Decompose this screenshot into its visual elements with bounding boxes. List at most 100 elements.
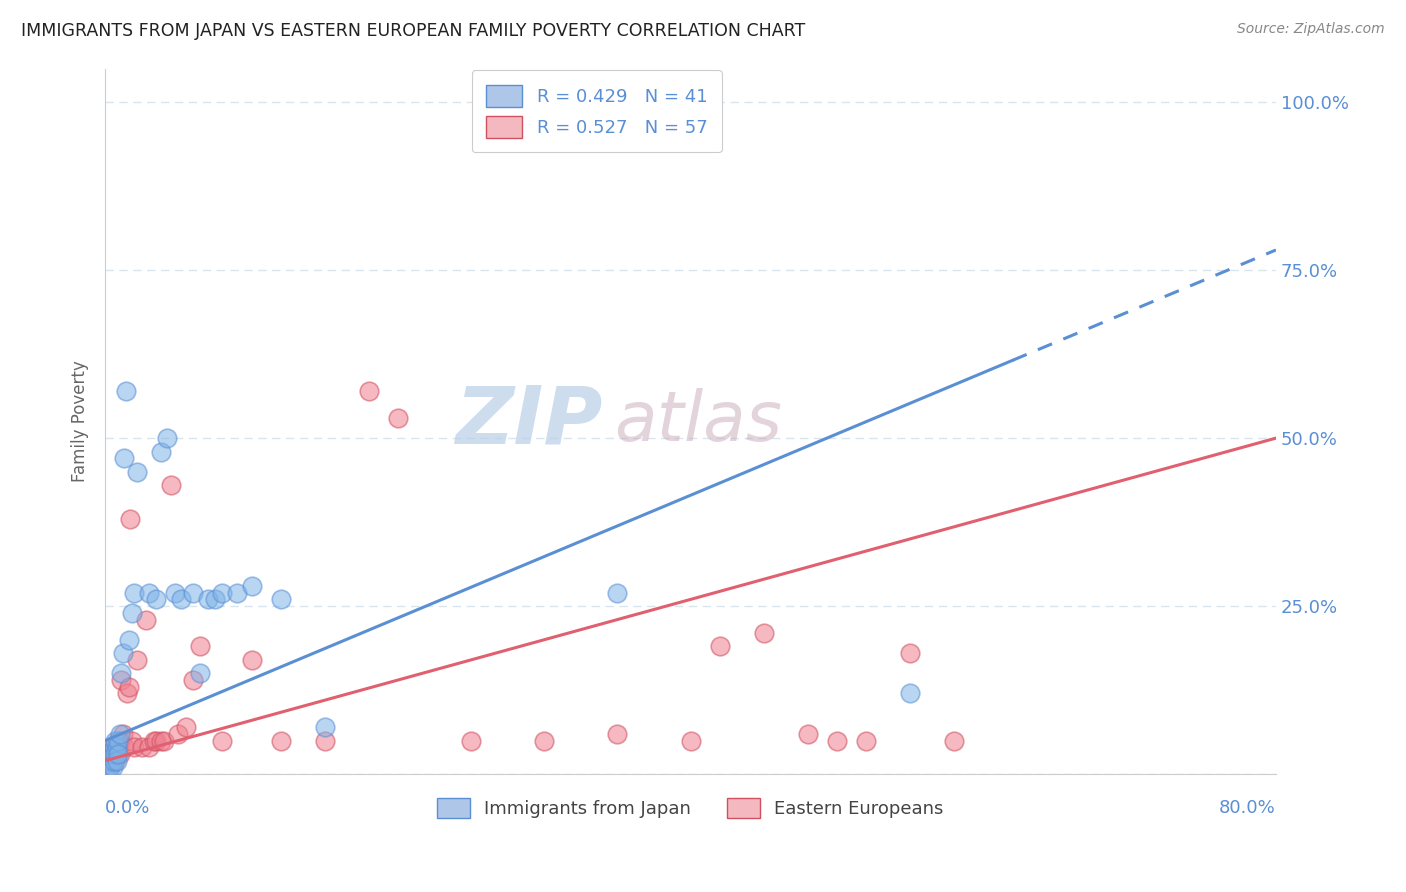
Point <box>105 754 128 768</box>
Point <box>101 754 124 768</box>
Point <box>124 585 146 599</box>
Point <box>188 666 211 681</box>
Point <box>240 653 263 667</box>
Point <box>105 740 128 755</box>
Text: atlas: atlas <box>614 388 783 455</box>
Point <box>114 384 136 398</box>
Point <box>97 754 120 768</box>
Point <box>96 754 118 768</box>
Point <box>709 640 731 654</box>
Point <box>98 760 121 774</box>
Point <box>121 733 143 747</box>
Point <box>103 740 125 755</box>
Point <box>314 720 336 734</box>
Point <box>101 760 124 774</box>
Point <box>211 585 233 599</box>
Point <box>142 733 165 747</box>
Point <box>98 760 121 774</box>
Point <box>167 727 190 741</box>
Point <box>181 673 204 687</box>
Point <box>107 740 129 755</box>
Point <box>211 733 233 747</box>
Text: ZIP: ZIP <box>456 383 603 460</box>
Point <box>98 747 121 761</box>
Y-axis label: Family Poverty: Family Poverty <box>72 360 89 483</box>
Point <box>460 733 482 747</box>
Point <box>145 592 167 607</box>
Point <box>796 727 818 741</box>
Point <box>204 592 226 607</box>
Point <box>105 740 128 755</box>
Point <box>606 727 628 741</box>
Text: Source: ZipAtlas.com: Source: ZipAtlas.com <box>1237 22 1385 37</box>
Point <box>679 733 702 747</box>
Point <box>103 740 125 755</box>
Point <box>314 733 336 747</box>
Point <box>240 579 263 593</box>
Point <box>97 754 120 768</box>
Point <box>188 640 211 654</box>
Point <box>145 733 167 747</box>
Point <box>898 686 921 700</box>
Point <box>108 727 131 741</box>
Point <box>110 666 132 681</box>
Text: IMMIGRANTS FROM JAPAN VS EASTERN EUROPEAN FAMILY POVERTY CORRELATION CHART: IMMIGRANTS FROM JAPAN VS EASTERN EUROPEA… <box>21 22 806 40</box>
Point <box>107 733 129 747</box>
Point <box>112 740 135 755</box>
Point <box>121 606 143 620</box>
Point <box>108 747 131 761</box>
Point <box>104 754 127 768</box>
Point <box>170 592 193 607</box>
Point <box>120 512 142 526</box>
Point <box>101 747 124 761</box>
Point <box>110 673 132 687</box>
Point <box>357 384 380 398</box>
Point <box>104 747 127 761</box>
Point <box>387 411 409 425</box>
Point <box>117 680 139 694</box>
Point <box>197 592 219 607</box>
Point <box>855 733 877 747</box>
Point <box>96 760 118 774</box>
Point <box>105 747 128 761</box>
Point <box>101 747 124 761</box>
Point <box>160 478 183 492</box>
Point <box>149 444 172 458</box>
Point <box>149 733 172 747</box>
Legend: Immigrants from Japan, Eastern Europeans: Immigrants from Japan, Eastern Europeans <box>430 790 950 825</box>
Point <box>156 431 179 445</box>
Point <box>117 632 139 647</box>
Point <box>174 720 197 734</box>
Point <box>98 754 121 768</box>
Point <box>131 740 153 755</box>
Point <box>115 686 138 700</box>
Point <box>108 733 131 747</box>
Point <box>152 733 174 747</box>
Point <box>100 747 122 761</box>
Point <box>107 747 129 761</box>
Point <box>138 740 160 755</box>
Point <box>825 733 848 747</box>
Point <box>111 727 134 741</box>
Point <box>103 747 125 761</box>
Point <box>606 585 628 599</box>
Point <box>270 592 292 607</box>
Point <box>104 733 127 747</box>
Text: 0.0%: 0.0% <box>105 799 150 817</box>
Point <box>100 754 122 768</box>
Text: 80.0%: 80.0% <box>1219 799 1277 817</box>
Point <box>127 465 149 479</box>
Point <box>226 585 249 599</box>
Point <box>103 754 125 768</box>
Point <box>127 653 149 667</box>
Point <box>943 733 966 747</box>
Point <box>752 626 775 640</box>
Point <box>97 747 120 761</box>
Point <box>135 613 157 627</box>
Point <box>100 754 122 768</box>
Point <box>165 585 187 599</box>
Point <box>533 733 555 747</box>
Point <box>104 747 127 761</box>
Point <box>124 740 146 755</box>
Point <box>270 733 292 747</box>
